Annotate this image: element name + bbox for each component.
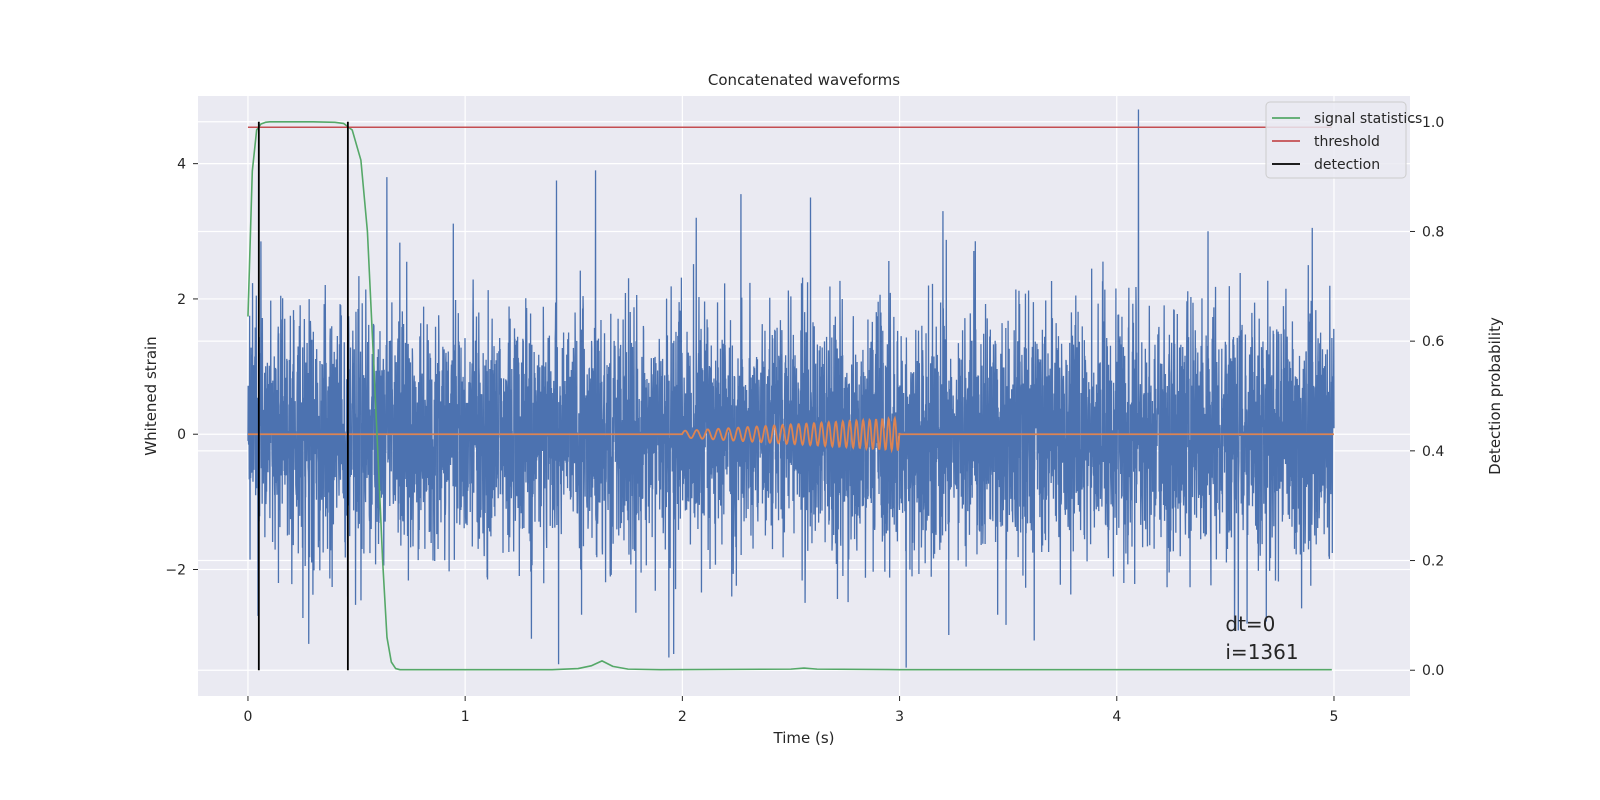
- y-axis-label: Whitened strain: [142, 336, 160, 455]
- x-tick-label: 1: [461, 709, 470, 725]
- y2-axis-label: Detection probability: [1486, 317, 1504, 475]
- y-tick-label: −2: [165, 563, 186, 579]
- legend-label: threshold: [1314, 134, 1380, 150]
- y-tick-label: 0: [177, 427, 186, 443]
- plot-content: [247, 109, 1335, 671]
- x-axis-ticks: 0 1 2 3 4 5: [243, 696, 1338, 725]
- legend-box: [1265, 101, 1407, 179]
- injection-line: [247, 415, 1334, 454]
- chart-title: Concatenated waveforms: [708, 71, 900, 89]
- signal-statistics-line: [247, 120, 1332, 671]
- annotation-index: i=1361: [1225, 640, 1298, 664]
- y2-tick-label: 0.6: [1422, 334, 1444, 350]
- y-axis-ticks: −2 0 2 4: [165, 157, 198, 579]
- x-tick-label: 4: [1112, 709, 1121, 725]
- x-tick-label: 3: [895, 709, 904, 725]
- x-tick-label: 5: [1330, 709, 1339, 725]
- y2-tick-label: 0.4: [1422, 444, 1444, 460]
- y-tick-label: 2: [177, 292, 186, 308]
- x-axis-label: Time (s): [773, 729, 835, 747]
- y-tick-label: 4: [177, 157, 186, 173]
- legend-label: detection: [1314, 157, 1380, 173]
- y2-axis-ticks: 0.0 0.2 0.4 0.6 0.8 1.0: [1410, 115, 1444, 679]
- annotation-dt: dt=0: [1225, 612, 1275, 636]
- x-tick-label: 0: [243, 709, 252, 725]
- y2-tick-label: 0.2: [1422, 554, 1444, 570]
- strain-line: [247, 109, 1335, 668]
- x-tick-label: 2: [678, 709, 687, 725]
- y2-tick-label: 0.0: [1422, 663, 1444, 679]
- y2-tick-label: 0.8: [1422, 224, 1444, 240]
- y2-tick-label: 1.0: [1422, 115, 1444, 131]
- legend: signal statistics threshold detection: [1265, 101, 1422, 179]
- legend-label: signal statistics: [1314, 111, 1422, 127]
